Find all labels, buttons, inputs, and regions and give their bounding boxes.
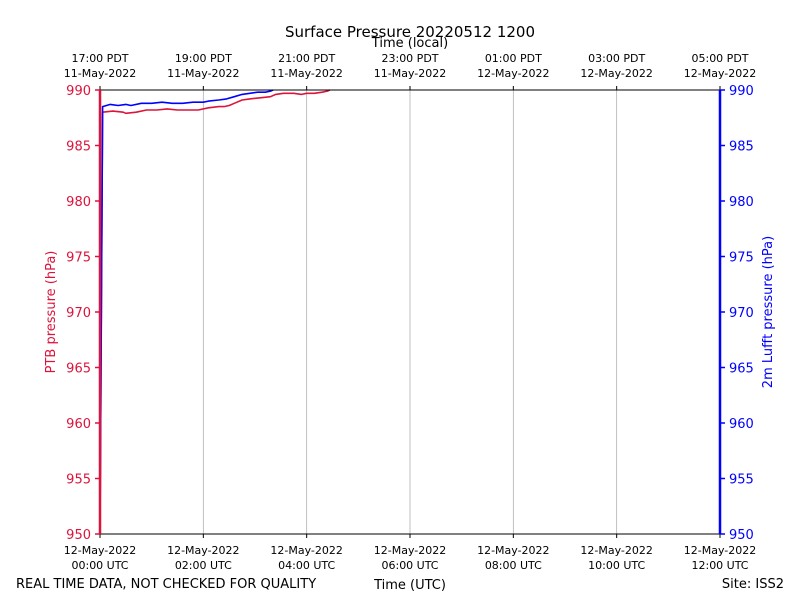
top-tick-label-date: 11-May-2022 [167,67,239,80]
x-tick-label-time: 12:00 UTC [691,559,748,572]
y-tick-label-right: 950 [729,528,754,543]
y-tick-label-right: 975 [729,251,754,266]
y-tick-label-left: 965 [66,362,91,377]
y-tick-label-right: 980 [729,195,754,210]
top-tick-label-date: 12-May-2022 [580,67,652,80]
series-lines [99,89,331,535]
x-tick-label-date: 12-May-2022 [167,544,239,557]
y-tick-label-right: 965 [729,362,754,377]
x-tick-label-time: 10:00 UTC [588,559,645,572]
y-tick-label-right: 990 [729,84,754,99]
top-tick-label-time: 21:00 PDT [278,52,335,65]
y-tick-label-left: 960 [66,417,91,432]
series-line-ptb [99,89,331,535]
x-tick-label-date: 12-May-2022 [477,544,549,557]
y-tick-label-left: 975 [66,251,91,266]
y-tick-label-left: 950 [66,528,91,543]
top-tick-label-date: 11-May-2022 [374,67,446,80]
top-tick-label-time: 23:00 PDT [381,52,438,65]
footer-site: Site: ISS2 [722,577,784,592]
x-tick-label-time: 02:00 UTC [175,559,232,572]
y-tick-label-left: 985 [66,140,91,155]
top-tick-label-date: 12-May-2022 [477,67,549,80]
x-tick-label-date: 12-May-2022 [270,544,342,557]
x-tick-label-date: 12-May-2022 [580,544,652,557]
x-tick-label-time: 08:00 UTC [485,559,542,572]
y-tick-label-right: 985 [729,140,754,155]
y-tick-label-right: 955 [729,473,754,488]
grid-lines [202,90,618,534]
y-tick-label-left: 955 [66,473,91,488]
axis-ticks: 12-May-2022 00:00 UTC 12-May-2022 02:00 UTC… [64,52,756,572]
x-tick-label-time: 06:00 UTC [381,559,438,572]
y-tick-label-left: 970 [66,306,91,321]
top-tick-label-date: 11-May-2022 [270,67,342,80]
top-axis-label: Time (local) [371,36,448,51]
x-tick-label-date: 12-May-2022 [64,544,136,557]
top-tick-label-time: 01:00 PDT [485,52,542,65]
y-tick-label-left: 990 [66,84,91,99]
top-tick-label-date: 12-May-2022 [684,67,756,80]
top-tick-label-time: 17:00 PDT [71,52,128,65]
chart-title: Surface Pressure 20220512 1200 [285,23,535,41]
y-tick-label-left: 980 [66,195,91,210]
top-tick-label-time: 03:00 PDT [588,52,645,65]
x-tick-label-date: 12-May-2022 [684,544,756,557]
x-tick-label-time: 04:00 UTC [278,559,335,572]
y-tick-label-right: 970 [729,306,754,321]
footer-quality-note: REAL TIME DATA, NOT CHECKED FOR QUALITY [16,577,316,592]
top-tick-label-time: 19:00 PDT [175,52,232,65]
y-tick-label-right: 960 [729,417,754,432]
y-axis-label-right: 2m Lufft pressure (hPa) [761,236,776,388]
y-axis-label-left: PTB pressure (hPa) [44,251,59,374]
x-tick-label-date: 12-May-2022 [374,544,446,557]
top-tick-label-date: 11-May-2022 [64,67,136,80]
x-axis-label: Time (UTC) [373,578,446,593]
series-line-lufft [99,89,274,535]
x-tick-label-time: 00:00 UTC [71,559,128,572]
top-tick-label-time: 05:00 PDT [691,52,748,65]
